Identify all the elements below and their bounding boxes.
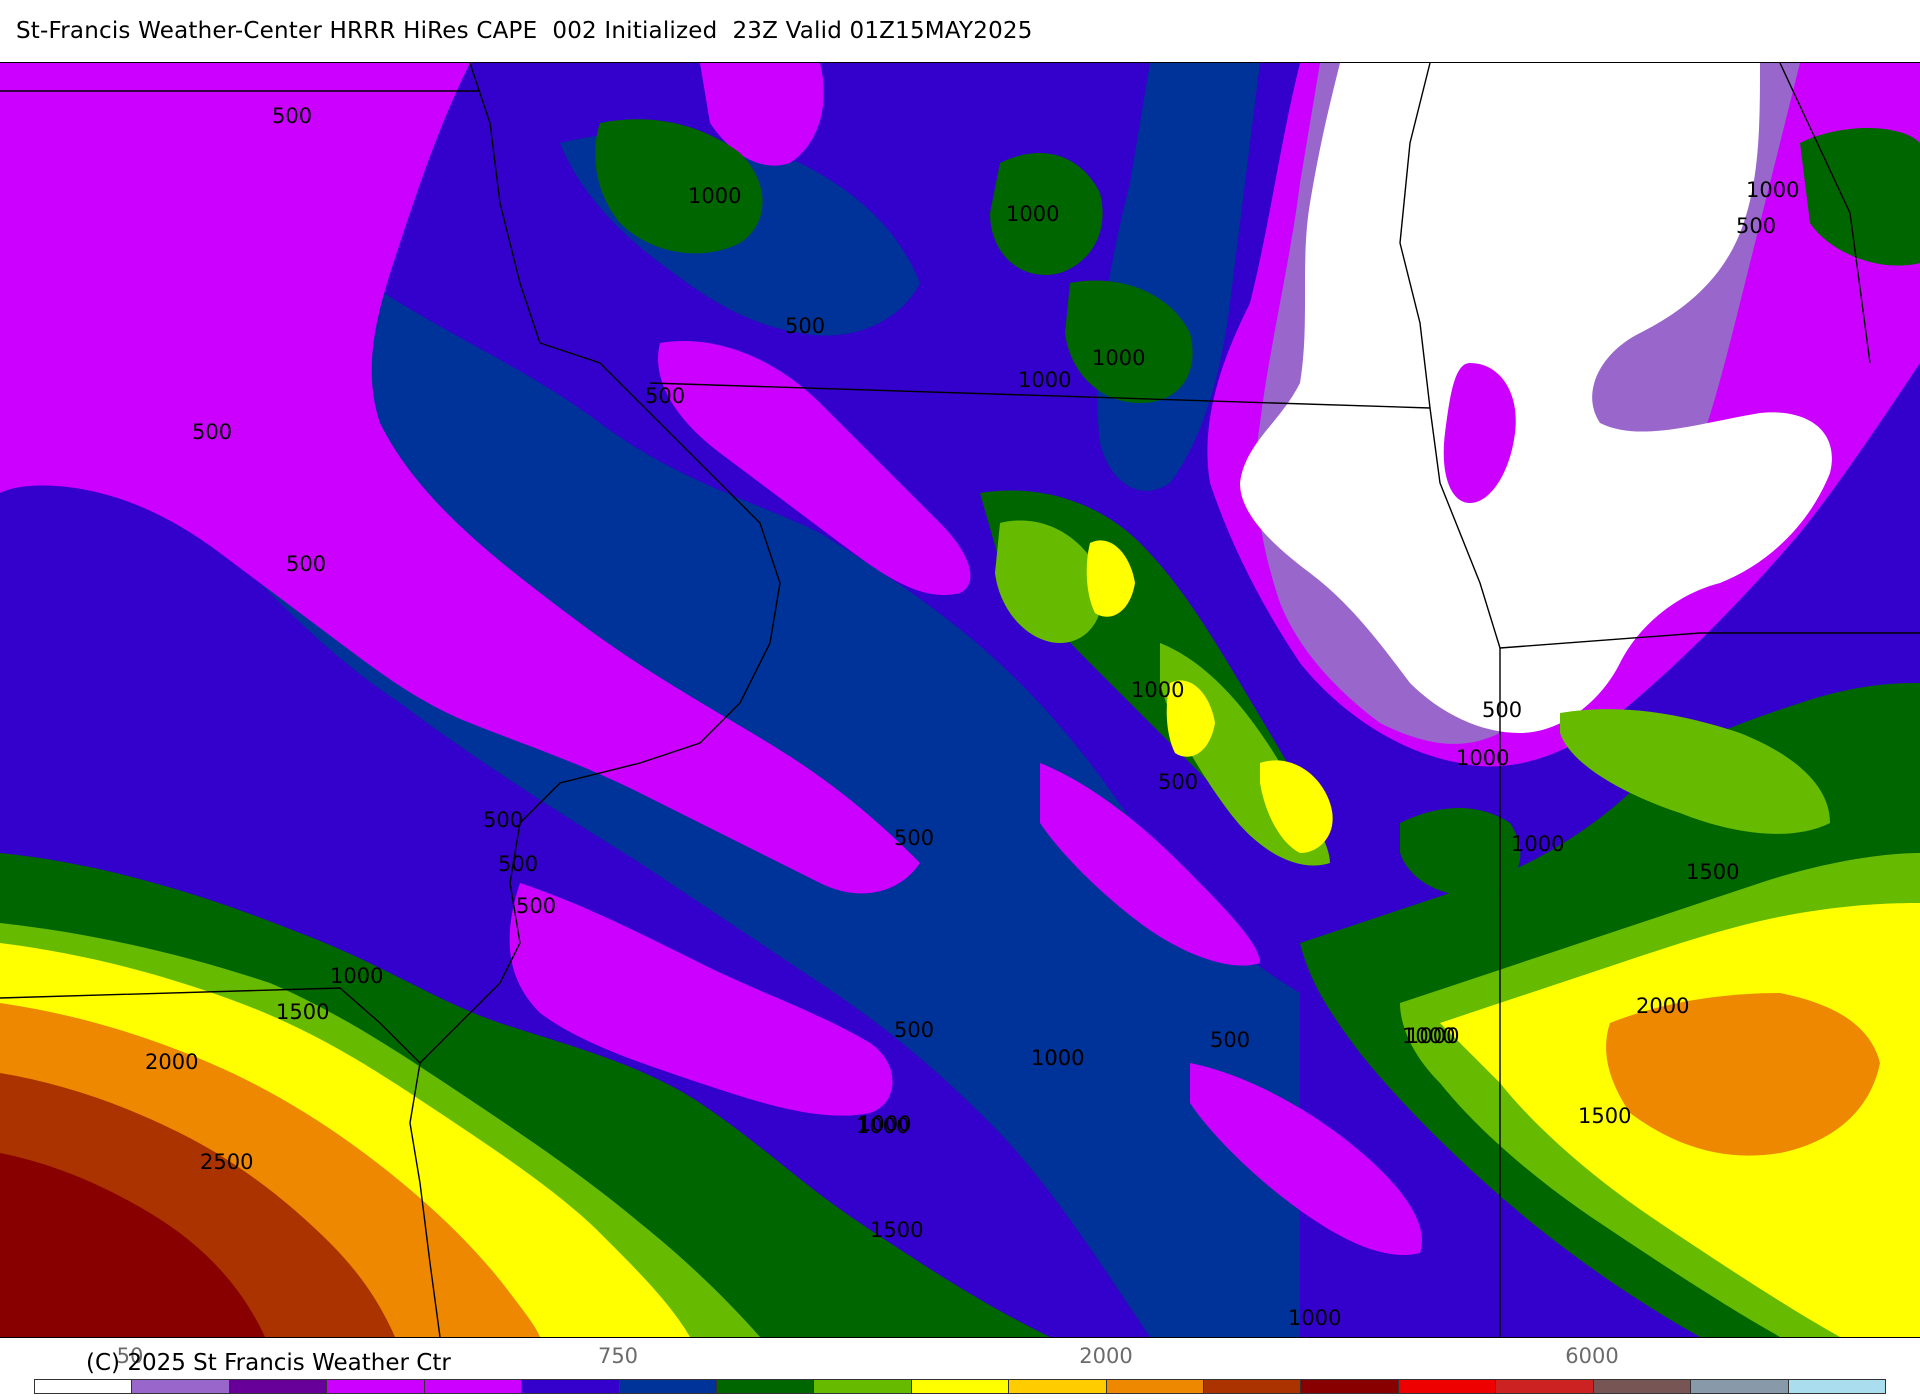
colorbar-swatch <box>814 1380 912 1393</box>
cape-1000-region <box>1065 280 1193 403</box>
cape-500-region <box>1443 363 1516 503</box>
contour-label: 500 <box>785 314 825 338</box>
contour-label: 1000 <box>1402 1024 1455 1048</box>
cape-500-region <box>509 883 893 1116</box>
colorbar-swatch <box>327 1380 425 1393</box>
contour-label: 1000 <box>1092 346 1145 370</box>
cape-2000-region <box>1260 760 1333 853</box>
contour-label: 1000 <box>858 1112 911 1136</box>
colorbar-swatch <box>1593 1380 1692 1393</box>
cape-1500-region <box>995 520 1103 643</box>
colorbar-swatch <box>424 1380 523 1393</box>
contour-label: 1000 <box>1031 1046 1084 1070</box>
state-border-line <box>1399 63 1501 649</box>
colorbar-swatch <box>35 1380 133 1393</box>
contour-label: 1000 <box>1031 1046 1084 1070</box>
colorbar-swatch <box>1691 1380 1789 1393</box>
colorbar-tick-labels: 50 750 2000 6000 <box>0 1344 1920 1368</box>
contour-label: 2500 <box>200 1150 253 1174</box>
cape-500-region <box>1040 763 1260 966</box>
contour-label: 500 <box>272 104 312 128</box>
contour-label: 500 <box>1158 770 1198 794</box>
contour-label: 1500 <box>1686 860 1739 884</box>
cape-2500-region <box>1606 993 1880 1156</box>
no-cape-region <box>1240 63 1832 733</box>
colorbar-swatch <box>1106 1380 1205 1393</box>
contour-label: 500 <box>894 826 934 850</box>
colorbar-swatch <box>1301 1380 1399 1393</box>
contour-label: 500 <box>286 552 326 576</box>
cape-map: 500 1000 1000 500 500 1000 1000 500 1000… <box>0 62 1920 1338</box>
state-border-line <box>1499 632 1920 649</box>
contour-label: 1000 <box>1131 678 1184 702</box>
colorbar-swatch <box>132 1380 230 1393</box>
contour-label: 1000 <box>1511 832 1564 856</box>
colorbar-swatch <box>1788 1380 1886 1393</box>
colorbar: (C) 2025 St Francis Weather Ctr 50 750 2… <box>0 1336 1920 1400</box>
cape-2000-region <box>1166 680 1215 757</box>
cape-500-region <box>1190 1063 1422 1255</box>
cape-2000-region <box>1086 540 1135 617</box>
cape-map-svg: 500 1000 1000 500 500 1000 1000 500 1000… <box>0 63 1920 1337</box>
colorbar-tick-label: 50 <box>116 1344 144 1368</box>
colorbar-swatch <box>619 1380 717 1393</box>
contour-label: 1500 <box>276 1000 329 1024</box>
contour-label: 500 <box>1736 214 1776 238</box>
contour-label: 1000 <box>1406 1024 1459 1048</box>
colorbar-swatch <box>1496 1380 1594 1393</box>
cape-1000-region <box>1400 808 1521 896</box>
contour-label: 1000 <box>1006 202 1059 226</box>
contour-label: 500 <box>192 420 232 444</box>
contour-label: 2000 <box>1636 994 1689 1018</box>
contour-label: 500 <box>1210 1028 1250 1052</box>
colorbar-swatches <box>34 1379 1886 1394</box>
contour-label: 1000 <box>1018 368 1071 392</box>
contour-label: 1500 <box>870 1218 923 1242</box>
contour-label: 1000 <box>330 964 383 988</box>
contour-label: 1000 <box>688 184 741 208</box>
contour-label: 500 <box>1482 698 1522 722</box>
cape-1000-region <box>595 119 763 254</box>
state-border-line <box>649 382 1431 409</box>
contour-label: 1000 <box>1288 1306 1341 1330</box>
colorbar-swatch <box>229 1380 328 1393</box>
state-border-line <box>1779 63 1871 364</box>
cape-1500-region <box>1560 709 1830 834</box>
contour-label: 500 <box>498 852 538 876</box>
colorbar-swatch <box>1204 1380 1302 1393</box>
colorbar-tick-label: 6000 <box>1565 1344 1619 1368</box>
state-borders <box>0 63 1920 1337</box>
contour-label: 500 <box>645 384 685 408</box>
state-border-line <box>409 63 781 1337</box>
colorbar-tick-label: 2000 <box>1079 1344 1133 1368</box>
contour-label: 1500 <box>1578 1104 1631 1128</box>
contour-label: 500 <box>516 894 556 918</box>
colorbar-swatch <box>911 1380 1010 1393</box>
colorbar-swatch <box>716 1380 815 1393</box>
colorbar-tick-label: 750 <box>597 1344 639 1368</box>
chart-title: St-Francis Weather-Center HRRR HiRes CAP… <box>16 18 1033 44</box>
colorbar-swatch <box>1398 1380 1497 1393</box>
cape-500-region <box>0 63 920 894</box>
cape-1000-region <box>990 153 1103 275</box>
contour-label: 500 <box>483 808 523 832</box>
state-border-line <box>0 987 421 1064</box>
cape-500-region <box>658 341 971 595</box>
cape-1000-region <box>1800 128 1920 266</box>
contour-label: 1000 <box>1456 746 1509 770</box>
contour-label: 1000 <box>856 1114 909 1138</box>
cape-500-region <box>700 63 824 166</box>
colorbar-swatch <box>522 1380 620 1393</box>
copyright-text: (C) 2025 St Francis Weather Ctr <box>86 1350 451 1376</box>
colorbar-swatch <box>1009 1380 1107 1393</box>
contour-label: 1000 <box>1746 178 1799 202</box>
contour-labels: 500 1000 1000 500 500 1000 1000 500 1000… <box>145 104 1799 1330</box>
cape-3500-region <box>0 1153 265 1337</box>
contour-label: 500 <box>894 1018 934 1042</box>
contour-label: 2000 <box>145 1050 198 1074</box>
